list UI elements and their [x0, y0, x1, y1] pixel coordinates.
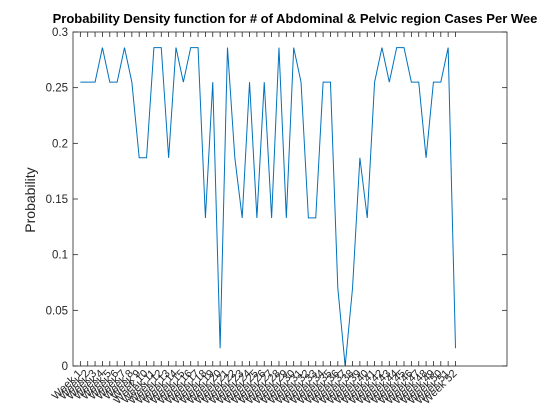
y-tick-label: 0.3: [52, 27, 68, 39]
y-tick-label: 0.2: [52, 138, 68, 150]
chart-title: Probability Density function for # of Ab…: [53, 11, 538, 26]
y-tick-label: 0.25: [46, 83, 68, 95]
axes-box: [72, 31, 508, 367]
y-tick-label: 0: [62, 361, 68, 373]
y-tick-label: 0.1: [52, 250, 68, 262]
y-axis-label: Probability: [22, 167, 38, 232]
y-tick-label: 0.15: [46, 194, 68, 206]
series-line: [80, 47, 457, 367]
y-tick-label: 0.05: [46, 305, 68, 317]
